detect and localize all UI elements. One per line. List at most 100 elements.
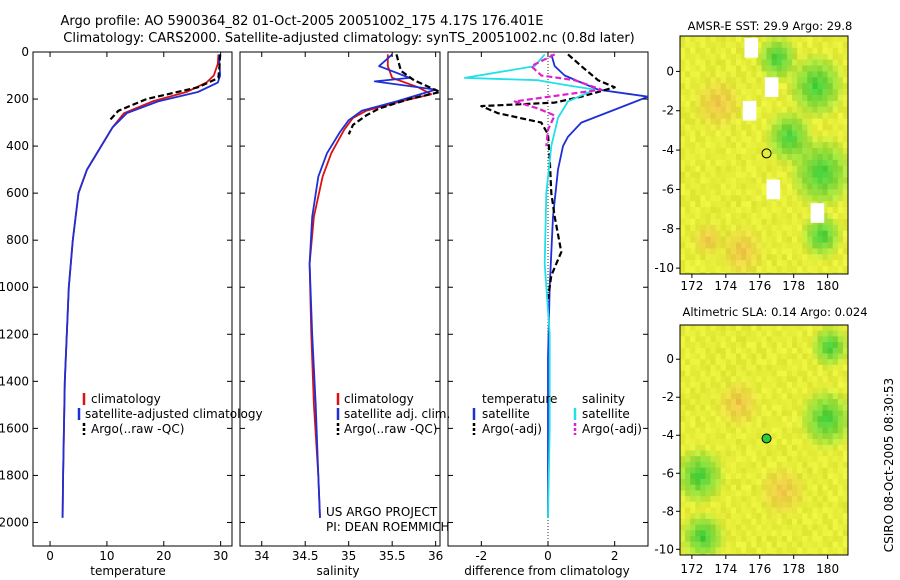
- map-cell: [771, 416, 778, 423]
- map-cell: [771, 541, 778, 548]
- map-cell: [710, 195, 717, 202]
- map-cell: [781, 393, 788, 400]
- map-cell: [786, 189, 793, 196]
- map-cell: [771, 142, 778, 149]
- map-cell: [776, 266, 783, 273]
- map-cell: [715, 272, 722, 274]
- map-cell: [690, 195, 696, 202]
- map-cell: [822, 387, 829, 394]
- map-cell: [837, 53, 844, 61]
- map-cell: [761, 124, 768, 131]
- map-cell: [766, 536, 773, 543]
- map-cell: [746, 325, 752, 332]
- map-cell: [792, 201, 798, 208]
- map-cell: [766, 230, 773, 238]
- map-cell: [766, 95, 773, 102]
- map-cell: [705, 124, 712, 131]
- map-cell: [751, 484, 757, 491]
- map-cell: [812, 530, 819, 537]
- map-cell: [700, 230, 707, 238]
- map-cell: [771, 171, 778, 179]
- map-cell: [817, 136, 824, 143]
- map-cell: [797, 236, 803, 244]
- map-cell: [786, 421, 793, 429]
- map-cell: [741, 136, 747, 143]
- map-cell: [786, 242, 793, 249]
- map-cell: [766, 272, 773, 274]
- map-cell: [695, 393, 701, 400]
- map-cell: [700, 201, 707, 208]
- map-cell: [827, 41, 834, 49]
- map-cell: [771, 224, 778, 232]
- map-cell: [680, 404, 686, 412]
- map-cell: [842, 513, 848, 520]
- map-cell: [725, 530, 732, 537]
- map-cell: [710, 112, 717, 120]
- map-cell: [776, 36, 783, 43]
- map-cell: [700, 106, 707, 114]
- map-cell: [797, 71, 803, 78]
- map-cell: [756, 95, 763, 102]
- map-cell: [842, 416, 848, 423]
- map-cell: [685, 433, 691, 440]
- map-cell: [685, 124, 691, 131]
- map-cell: [766, 410, 773, 417]
- map-cell: [720, 359, 727, 366]
- map-cell: [695, 236, 701, 244]
- map-cell: [832, 553, 839, 555]
- map-cell: [761, 450, 768, 457]
- map-cell: [756, 124, 763, 131]
- map-cell: [822, 130, 829, 137]
- map-cell: [812, 433, 819, 440]
- map-cell: [695, 106, 701, 114]
- map-cell: [832, 260, 839, 267]
- map-cell: [720, 376, 727, 383]
- map-cell: [802, 118, 808, 126]
- map-cell: [832, 325, 839, 332]
- map-cell: [766, 342, 773, 349]
- map-cell: [730, 473, 737, 480]
- map-cell: [761, 47, 768, 55]
- map-cell: [807, 496, 813, 503]
- map-cell: [786, 530, 793, 537]
- legend-satellite-label: satellite adj. clim.: [344, 407, 450, 421]
- map-cell: [715, 359, 722, 366]
- map-cell: [812, 195, 819, 202]
- map-cell: [842, 364, 848, 372]
- map-cell: [812, 77, 819, 84]
- map-cell: [832, 507, 839, 514]
- map-cell: [720, 399, 727, 406]
- map-cell: [715, 65, 722, 72]
- map-cell: [766, 242, 773, 249]
- map-cell: [705, 364, 712, 372]
- map-cell: [751, 347, 757, 355]
- map-cell: [781, 106, 788, 114]
- map-cell: [786, 118, 793, 126]
- map-cell: [802, 507, 808, 514]
- map-cell: [761, 130, 768, 137]
- map-x-tick-label: 174: [714, 279, 737, 293]
- map-cell: [720, 136, 727, 143]
- map-cell: [807, 218, 813, 226]
- map-cell: [817, 95, 824, 102]
- map-cell: [741, 456, 747, 463]
- map-cell: [690, 484, 696, 491]
- map-cell: [797, 95, 803, 102]
- map-cell: [715, 106, 722, 114]
- map-cell: [797, 165, 803, 173]
- map-cell: [786, 382, 793, 389]
- map-cell: [837, 89, 844, 96]
- map-cell: [720, 248, 727, 255]
- map-cell: [807, 444, 813, 452]
- map-cell: [817, 501, 824, 509]
- map-cell: [746, 427, 752, 434]
- map-cell: [705, 213, 712, 220]
- map-cell: [761, 272, 768, 274]
- map-cell: [746, 450, 752, 457]
- map-cell: [822, 124, 829, 131]
- map-cell: [832, 501, 839, 509]
- map-cell: [700, 89, 707, 96]
- map-cell: [827, 71, 834, 78]
- map-cell: [802, 47, 808, 55]
- map-cell: [822, 266, 829, 273]
